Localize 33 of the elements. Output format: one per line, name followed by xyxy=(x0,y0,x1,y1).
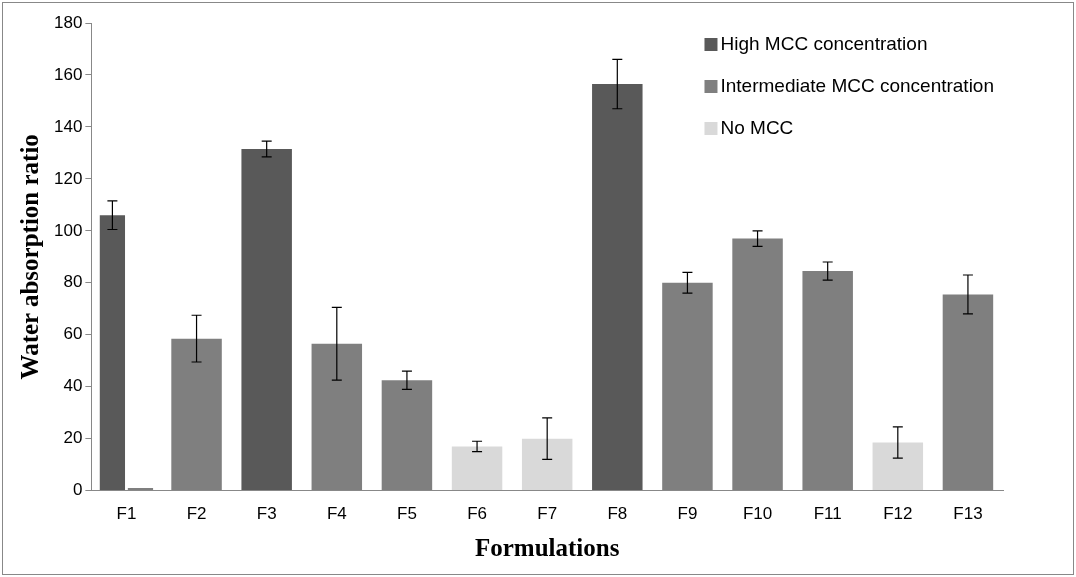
x-tick-label: F6 xyxy=(467,504,487,524)
x-tick-label: F10 xyxy=(742,504,773,524)
legend-label: High MCC concentration xyxy=(720,33,928,55)
x-axis-title: Formulations xyxy=(474,534,620,562)
y-tick-label: 0 xyxy=(72,480,83,500)
y-tick-label: 20 xyxy=(63,428,83,448)
y-tick-label: 160 xyxy=(53,64,83,84)
x-tick-label: F3 xyxy=(256,504,277,524)
x-tick-label: F11 xyxy=(813,504,842,524)
bar xyxy=(521,438,573,491)
y-tick-label: 80 xyxy=(63,272,83,292)
y-tick-label: 40 xyxy=(63,376,83,396)
bar xyxy=(451,446,503,491)
x-tick-label: F7 xyxy=(537,504,558,524)
y-axis-title: Water absorption ratio xyxy=(16,134,44,380)
x-tick-label: F5 xyxy=(397,504,417,524)
x-tick-label: F13 xyxy=(953,504,983,524)
bar xyxy=(241,148,292,491)
x-tick-label: F12 xyxy=(883,504,913,524)
bar xyxy=(592,84,643,491)
y-tick-label: 140 xyxy=(53,116,83,136)
legend-label: No MCC xyxy=(720,117,794,139)
y-tick-label: 120 xyxy=(53,168,83,188)
x-tick-label: F2 xyxy=(186,504,207,524)
x-tick-label: F9 xyxy=(677,504,698,524)
y-tick-label: 60 xyxy=(63,324,83,344)
y-tick-label: 180 xyxy=(53,12,83,32)
y-tick-label: 100 xyxy=(53,220,83,240)
x-tick-label: F4 xyxy=(326,504,347,524)
bar xyxy=(872,442,924,491)
x-tick-label: F1 xyxy=(116,504,137,524)
x-tick-label: F8 xyxy=(607,504,628,524)
legend-label: Intermediate MCC concentration xyxy=(720,75,994,97)
